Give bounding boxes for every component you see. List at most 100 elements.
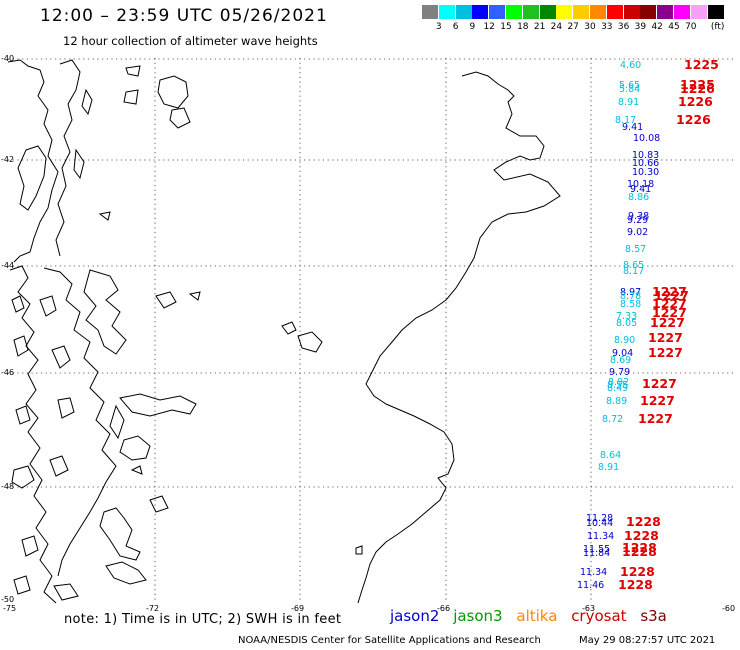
lat-label: -40 <box>1 54 14 63</box>
wave-height-reading: 8.57 <box>625 244 646 255</box>
inland-lakes <box>98 65 363 555</box>
scale-label: 15 <box>500 22 512 32</box>
wave-height-reading: 8.90 <box>614 335 635 346</box>
scale-swatch <box>489 5 506 19</box>
wave-height-reading: 8.72 <box>602 414 623 425</box>
wave-height-reading: 11.28 <box>586 513 613 524</box>
scale-swatch <box>674 5 690 19</box>
scale-swatch <box>472 5 489 19</box>
wave-height-reading: 9.02 <box>627 227 648 238</box>
scale-label: 9 <box>469 22 476 32</box>
date-tag: 1228 <box>626 514 661 529</box>
wave-height-reading: 8.17 <box>623 266 644 277</box>
scale-swatch <box>657 5 674 19</box>
date-tag: 1225 <box>684 57 719 72</box>
lat-label: -50 <box>1 595 14 604</box>
wave-height-reading: 8.92 <box>608 377 629 388</box>
scale-swatch <box>606 5 623 19</box>
wave-height-reading: 9.38 <box>628 211 649 222</box>
wave-height-reading: 8.86 <box>628 192 649 203</box>
date-tag: 1225 <box>680 77 715 92</box>
satellite-jason2: jason2 <box>390 607 440 625</box>
scale-swatch <box>522 5 539 19</box>
wave-height-reading: 8.97 <box>620 287 641 298</box>
west-coastline <box>7 59 197 604</box>
wave-height-reading: 8.49 <box>607 383 628 394</box>
date-tag: 1227 <box>648 330 683 345</box>
date-tag: 1228 <box>618 577 653 592</box>
scale-label: 30 <box>584 22 596 32</box>
wave-height-reading: 11.46 <box>577 580 604 591</box>
lon-label: -69 <box>291 604 304 613</box>
wave-height-reading: 9.79 <box>609 367 630 378</box>
scale-label: 6 <box>452 22 459 32</box>
east-coastline <box>357 71 561 604</box>
date-tags: 1225122512261226122612271227122712271227… <box>618 57 719 592</box>
satellite-altika: altika <box>516 607 558 625</box>
wave-height-reading: 8.91 <box>618 97 639 108</box>
wave-height-reading: 9.04 <box>612 348 633 359</box>
scale-swatch <box>455 5 472 19</box>
wave-height-reading: 8.69 <box>610 355 631 366</box>
date-tag: 1227 <box>652 305 687 320</box>
date-tag: 1228 <box>624 528 659 543</box>
scale-swatch <box>640 5 657 19</box>
wave-height-reading: 9.41 <box>630 184 651 195</box>
scale-label: 45 <box>668 22 680 32</box>
footer-credit: NOAA/NESDIS Center for Satellite Applica… <box>238 635 541 646</box>
wave-height-reading: 10.30 <box>632 167 659 178</box>
date-tag: 1226 <box>678 94 713 109</box>
wave-height-reading: 5.65 <box>619 80 640 91</box>
date-tag: 1227 <box>654 288 689 303</box>
date-tag: 1227 <box>652 284 687 299</box>
lon-label: -75 <box>3 604 16 613</box>
date-tag: 1228 <box>622 544 657 559</box>
date-tag: 1227 <box>638 411 673 426</box>
date-tag: 1227 <box>648 345 683 360</box>
satellite-cryosat: cryosat <box>571 607 627 625</box>
date-tag: 1226 <box>680 81 715 96</box>
scale-swatch <box>539 5 556 19</box>
lon-label: -60 <box>722 604 735 613</box>
date-tag: 1228 <box>620 564 655 579</box>
wave-readings: 4.605.655.848.918.179.4110.0810.8310.661… <box>577 60 660 591</box>
wave-height-reading: 8.65 <box>623 260 644 271</box>
scale-label: 27 <box>567 22 579 32</box>
lat-label: -46 <box>1 368 14 377</box>
lat-label: -48 <box>1 482 14 491</box>
scale-swatch <box>707 5 724 19</box>
scale-label: 33 <box>601 22 613 32</box>
wave-height-reading: 8.05 <box>616 318 637 329</box>
lon-label: -63 <box>582 604 595 613</box>
scale-label: 70 <box>685 22 697 32</box>
date-tag: 1227 <box>650 315 685 330</box>
wave-height-reading: 8.91 <box>598 462 619 473</box>
wave-height-reading: 4.60 <box>620 60 641 71</box>
date-tag: 1227 <box>652 296 687 311</box>
wave-height-reading: 8.89 <box>606 396 627 407</box>
wave-height-reading: 8.55 <box>607 380 628 391</box>
scale-swatch <box>573 5 590 19</box>
footer-timestamp: May 29 08:27:57 UTC 2021 <box>579 635 716 646</box>
wave-height-reading: 8.58 <box>620 299 641 310</box>
wave-height-reading: 10.83 <box>632 150 659 161</box>
scale-label: 42 <box>651 22 663 32</box>
scale-unit: (ft) <box>710 22 725 32</box>
lat-labels: -40 -42 -44 -46 -48 -50 <box>1 54 14 604</box>
scale-label: 36 <box>617 22 630 32</box>
wave-height-reading: 11.55 <box>583 544 610 555</box>
wave-height-reading: 8.17 <box>615 115 636 126</box>
lat-label: -44 <box>1 261 14 270</box>
date-tag: 1227 <box>640 393 675 408</box>
scale-swatch <box>690 5 707 19</box>
date-tag: 1228 <box>622 540 657 555</box>
wave-height-reading: 7.33 <box>616 311 637 322</box>
scale-label: 18 <box>517 22 529 32</box>
satellite-s3a: s3a <box>640 607 667 625</box>
scale-swatch <box>506 5 522 19</box>
scale-swatch <box>623 5 640 19</box>
lon-label: -66 <box>437 604 450 613</box>
scale-swatch <box>422 5 438 19</box>
scale-swatch <box>438 5 455 19</box>
